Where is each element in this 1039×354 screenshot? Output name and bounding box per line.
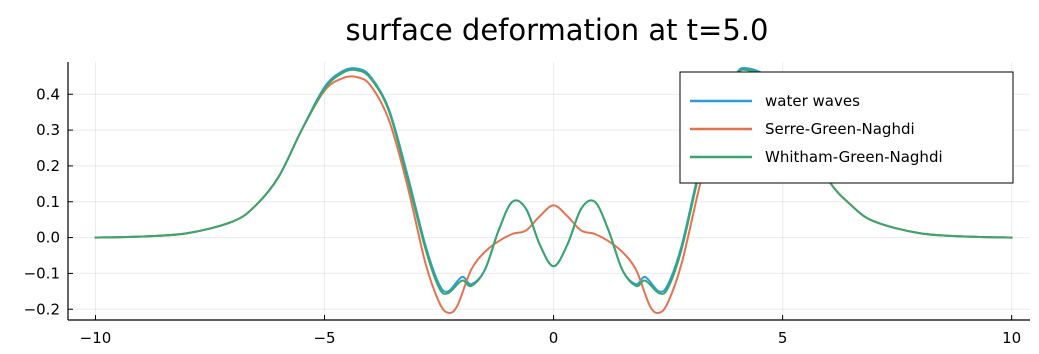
- x-tick-label: 0: [549, 329, 559, 347]
- y-tick-label: 0.4: [36, 85, 60, 103]
- y-tick-label: 0.0: [36, 229, 60, 247]
- legend-box: [679, 71, 1014, 184]
- y-tick-label: 0.2: [36, 157, 60, 175]
- y-axis-ticks: −0.2 −0.1 0.0 0.1 0.2 0.3 0.4: [24, 85, 73, 318]
- x-tick-label: 10: [1002, 329, 1021, 347]
- legend-items: water waves Serre-Green-Naghdi Whitham-Gre…: [690, 92, 943, 166]
- y-tick-label: −0.2: [24, 300, 60, 318]
- y-tick-label: −0.1: [24, 264, 60, 282]
- chart-title: surface deformation at t=5.0: [346, 13, 769, 47]
- legend: water waves Serre-Green-Naghdi Whitham-Gre…: [679, 71, 1014, 184]
- y-tick-label: 0.1: [36, 193, 60, 211]
- x-tick-label: 5: [778, 329, 788, 347]
- x-tick-label: −10: [80, 329, 112, 347]
- legend-label: Whitham-Green-Naghdi: [765, 148, 943, 166]
- x-tick-label: −5: [313, 329, 335, 347]
- legend-label: water waves: [765, 92, 860, 110]
- x-axis-ticks: −10 −5 0 5 10: [80, 315, 1021, 347]
- y-tick-label: 0.3: [36, 121, 60, 139]
- legend-label: Serre-Green-Naghdi: [765, 120, 915, 138]
